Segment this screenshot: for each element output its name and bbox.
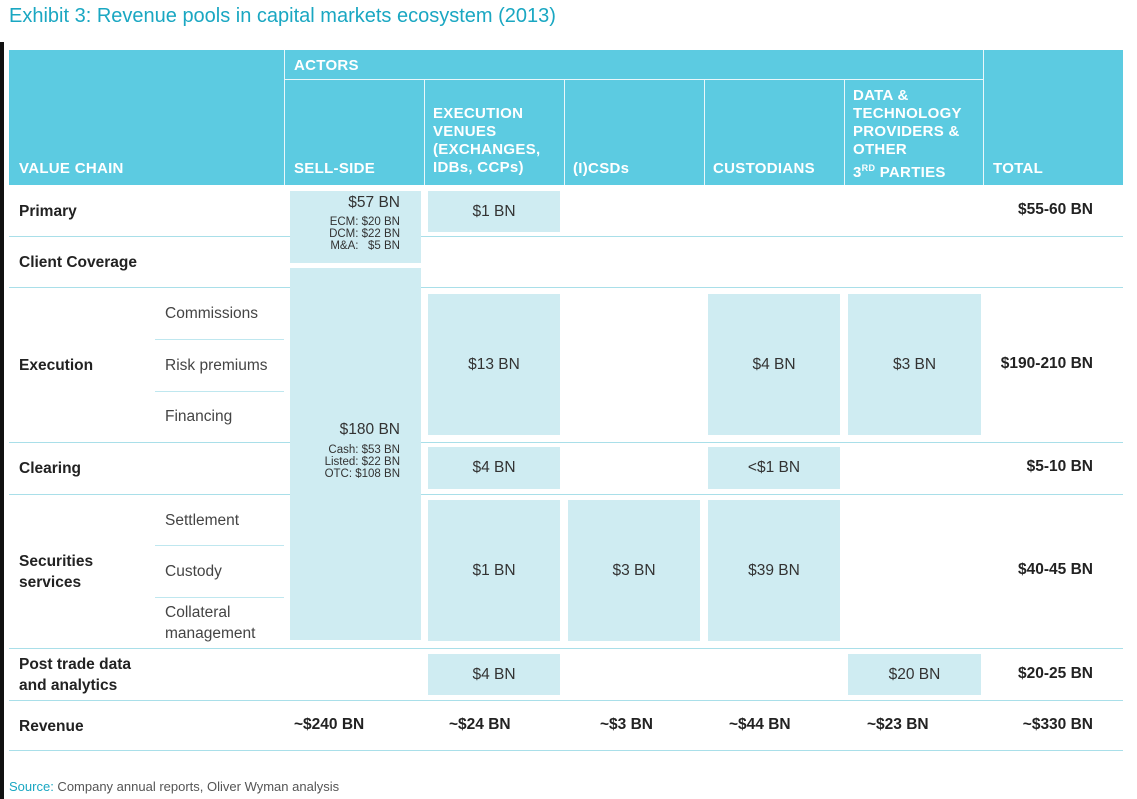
total-execution: $190-210 BN: [1000, 355, 1093, 372]
revenue-data-tech: ~$23 BN: [867, 716, 929, 733]
header-divider: [284, 50, 285, 185]
row-separator: [9, 700, 1123, 701]
header-divider: [424, 80, 425, 185]
cell-primary-exec-venues: $1 BN: [428, 191, 560, 232]
sellside-trading-cell: [290, 268, 421, 640]
cell-execution-data-tech: $3 BN: [848, 294, 981, 435]
sub-row-separator: [155, 597, 284, 598]
sub-row-separator: [155, 391, 284, 392]
row-label-post-trade: Post trade data and analytics: [19, 656, 131, 694]
total-clearing: $5-10 BN: [1026, 458, 1093, 475]
sellside-primary-breakdown: ECM: $20 BN DCM: $22 BN M&A: $5 BN: [329, 216, 400, 252]
header-divider: [844, 80, 845, 185]
row-label-primary: Primary: [19, 203, 77, 220]
row-label-client-coverage: Client Coverage: [19, 254, 138, 271]
sub-label-custody: Custody: [165, 563, 222, 580]
total-securities-services: $40-45 BN: [1018, 561, 1093, 578]
cell-execution-exec-venues: $13 BN: [428, 294, 560, 435]
sub-row-separator: [155, 545, 284, 546]
cell-clearing-exec-venues: $4 BN: [428, 447, 560, 489]
cell-securities-exec-venues: $1 BN: [428, 500, 560, 641]
total-header: TOTAL: [993, 160, 1044, 177]
row-label-execution: Execution: [19, 357, 94, 374]
custodians-header: CUSTODIANS: [713, 160, 815, 177]
row-label-clearing: Clearing: [19, 460, 82, 477]
actors-divider-line: [285, 79, 983, 80]
sellside-primary-cell: [290, 191, 421, 263]
cell-posttrade-data-tech: $20 BN: [848, 654, 981, 695]
revenue-icsds: ~$3 BN: [600, 716, 653, 733]
icsds-header: (I)CSDs: [573, 160, 630, 177]
chart-title: Exhibit 3: Revenue pools in capital mark…: [9, 5, 556, 27]
sub-row-separator: [155, 339, 284, 340]
header-divider: [564, 80, 565, 185]
revenue-total: ~$330 BN: [1022, 716, 1093, 733]
sub-label-commissions: Commissions: [165, 305, 259, 322]
sub-label-collateral-management: Collateral management: [165, 604, 256, 642]
sub-label-settlement: Settlement: [165, 512, 240, 529]
header-divider: [983, 50, 984, 185]
total-primary: $55-60 BN: [1018, 201, 1093, 218]
revenue-execution-venues: ~$24 BN: [449, 716, 511, 733]
sellside-trading-value: $180 BN: [339, 421, 400, 438]
sellside-trading-breakdown: Cash: $53 BN Listed: $22 BN OTC: $108 BN: [324, 444, 400, 480]
execution-venues-header: EXECUTION VENUES (EXCHANGES, IDBs, CCPs): [433, 105, 541, 176]
row-separator: [9, 750, 1123, 751]
cell-posttrade-exec-venues: $4 BN: [428, 654, 560, 695]
cell-clearing-custodians: <$1 BN: [708, 447, 840, 489]
source-note: Source: Company annual reports, Oliver W…: [9, 779, 340, 794]
row-separator: [9, 287, 1123, 288]
actors-header: ACTORS: [294, 57, 359, 74]
left-edge-bar: [0, 42, 4, 799]
data-tech-header: DATA & TECHNOLOGY PROVIDERS & OTHER 3RD …: [853, 87, 962, 181]
value-chain-header: VALUE CHAIN: [19, 160, 124, 177]
sell-side-header: SELL-SIDE: [294, 160, 376, 177]
row-separator: [9, 236, 1123, 237]
cell-securities-custodians: $39 BN: [708, 500, 840, 641]
cell-securities-icsds: $3 BN: [568, 500, 700, 641]
revenue-sell-side: ~$240 BN: [294, 716, 365, 733]
revenue-custodians: ~$44 BN: [729, 716, 791, 733]
header-divider: [704, 80, 705, 185]
sub-label-risk-premiums: Risk premiums: [165, 357, 268, 374]
sub-label-financing: Financing: [165, 408, 233, 425]
total-post-trade: $20-25 BN: [1018, 665, 1093, 682]
sellside-primary-value: $57 BN: [348, 194, 400, 211]
cell-execution-custodians: $4 BN: [708, 294, 840, 435]
row-separator: [9, 442, 1123, 443]
row-separator: [9, 494, 1123, 495]
row-label-revenue: Revenue: [19, 718, 84, 735]
row-label-securities-services: Securities services: [19, 553, 94, 591]
row-separator: [9, 648, 1123, 649]
table-header: [9, 50, 1123, 185]
